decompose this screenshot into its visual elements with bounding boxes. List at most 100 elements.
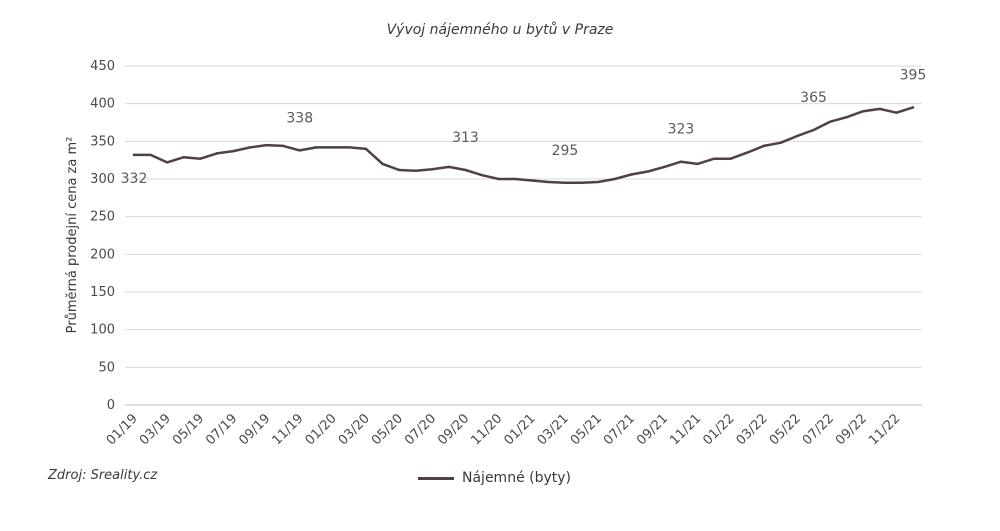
data-point: [812, 128, 815, 132]
data-point: [132, 153, 136, 157]
x-tick-label: 05/20: [369, 411, 406, 448]
data-point: [215, 152, 219, 155]
data-point: [348, 146, 351, 149]
data-point: [795, 134, 799, 138]
data-point: [613, 177, 616, 181]
legend-label: Nájemné (byty): [462, 470, 571, 486]
series-layer: [132, 106, 915, 185]
x-tick-label: 05/22: [767, 411, 804, 448]
y-tick-label: 450: [90, 59, 115, 74]
x-tick-label: 01/19: [104, 411, 141, 448]
data-labels: 332 338 313 295 323 365 395: [121, 67, 927, 186]
y-tick-label: 300: [90, 172, 115, 187]
y-tick-label: 400: [90, 97, 115, 112]
data-point: [679, 160, 683, 163]
data-point: [364, 147, 368, 151]
data-point: [165, 161, 169, 164]
data-label: 295: [552, 143, 579, 159]
data-point: [878, 107, 882, 111]
x-tick-label: 07/19: [203, 411, 240, 448]
x-tick-label: 09/21: [634, 411, 671, 448]
data-point: [895, 111, 898, 114]
x-tick-label: 01/20: [303, 411, 340, 448]
data-label: 313: [452, 130, 479, 146]
data-point: [497, 177, 500, 181]
data-point: [845, 116, 848, 119]
data-point: [862, 110, 865, 113]
data-point: [779, 141, 782, 145]
y-axis-ticks: 0 50 100 150 200 250 300 350 400 450: [90, 59, 115, 413]
x-tick-label: 09/19: [236, 411, 273, 448]
data-point: [397, 168, 401, 172]
y-tick-label: 250: [90, 210, 115, 225]
data-point: [464, 168, 467, 172]
x-tick-label: 05/21: [568, 411, 605, 448]
data-label: 365: [800, 90, 827, 106]
chart-title: Vývoj nájemného u bytů v Praze: [386, 22, 614, 38]
x-tick-label: 05/19: [170, 411, 207, 448]
data-point: [281, 144, 285, 148]
data-point: [331, 146, 335, 149]
x-tick-label: 11/19: [269, 411, 306, 448]
legend-swatch: [418, 476, 454, 480]
x-tick-label: 09/22: [833, 411, 870, 448]
y-tick-label: 350: [90, 134, 115, 149]
data-point: [381, 162, 384, 166]
data-point: [630, 173, 633, 176]
data-point: [480, 174, 484, 177]
data-point: [729, 157, 732, 160]
data-point: [580, 181, 583, 184]
series-line: [132, 106, 915, 185]
data-point: [530, 179, 533, 182]
x-tick-label: 11/21: [667, 411, 704, 448]
x-tick-label: 09/20: [435, 411, 472, 448]
data-point: [746, 151, 749, 154]
data-point: [762, 144, 766, 148]
x-tick-label: 11/22: [866, 411, 903, 448]
data-point: [298, 149, 301, 152]
data-point: [696, 162, 699, 166]
data-point: [646, 170, 650, 173]
x-tick-label: 01/21: [502, 411, 539, 448]
data-point: [514, 177, 517, 181]
source-note: Zdroj: Sreality.cz: [48, 468, 158, 483]
data-point: [315, 146, 318, 149]
gridlines: [125, 65, 922, 406]
x-tick-label: 07/20: [402, 411, 439, 448]
data-label: 338: [286, 110, 313, 126]
data-point: [248, 146, 252, 149]
data-point: [596, 180, 600, 184]
y-tick-label: 100: [90, 323, 115, 338]
data-point: [563, 181, 567, 184]
data-point: [828, 120, 832, 123]
data-point: [182, 155, 185, 159]
y-tick-label: 50: [98, 360, 115, 375]
y-tick-label: 200: [90, 247, 115, 262]
data-point: [547, 180, 550, 184]
x-tick-label: 11/20: [468, 411, 505, 448]
data-point: [232, 149, 235, 153]
data-label: 323: [668, 122, 695, 138]
data-point: [712, 157, 716, 160]
y-tick-label: 0: [107, 398, 115, 413]
data-point: [199, 157, 202, 160]
x-axis-ticks: 01/1903/1905/1907/1909/1911/1901/2003/20…: [104, 411, 904, 448]
data-point: [265, 143, 268, 147]
x-tick-label: 07/22: [800, 411, 837, 448]
data-point: [414, 169, 417, 172]
x-tick-label: 03/22: [734, 411, 771, 448]
x-tick-label: 03/21: [535, 411, 572, 448]
y-axis-label: Průměrná prodejní cena za m²: [65, 137, 80, 334]
x-tick-label: 03/19: [137, 411, 174, 448]
data-label: 332: [121, 171, 148, 187]
data-point: [911, 106, 915, 109]
x-tick-label: 03/20: [336, 411, 373, 448]
data-point: [149, 153, 152, 157]
data-point: [447, 165, 451, 169]
data-point: [663, 165, 666, 169]
y-tick-label: 150: [90, 285, 115, 300]
data-point: [431, 168, 434, 171]
x-tick-label: 01/22: [700, 411, 737, 448]
data-label: 395: [900, 67, 927, 83]
